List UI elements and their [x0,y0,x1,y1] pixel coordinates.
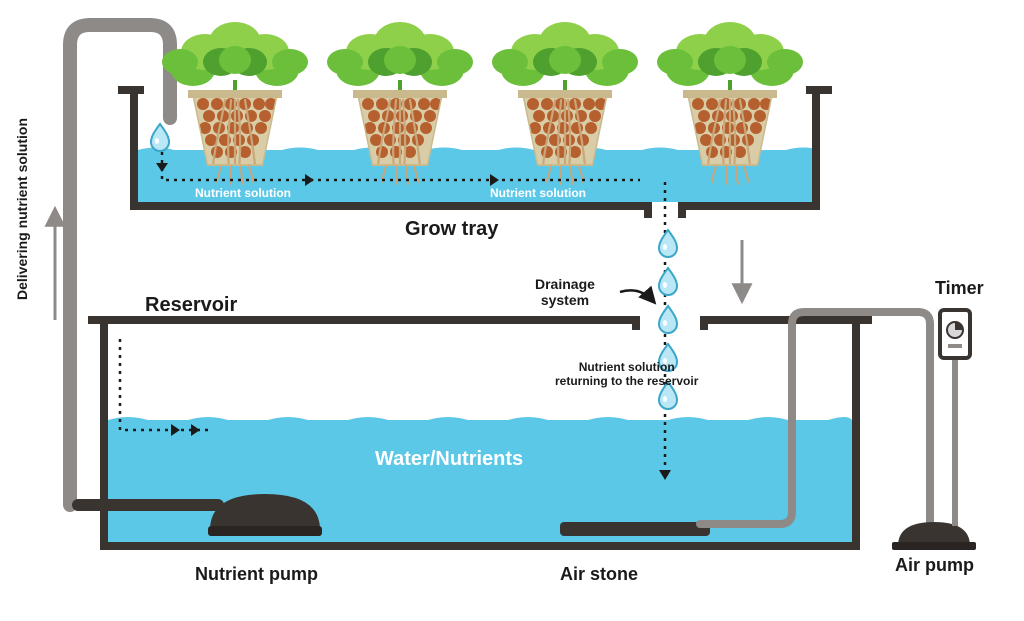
label-nutrient-solution-right: Nutrient solution [490,186,586,200]
timer [940,310,970,526]
reservoir [88,316,872,550]
air-stone [560,522,710,536]
label-timer: Timer [935,278,984,299]
hydroponics-diagram: { "type": "infographic", "canvas": { "wi… [0,0,1024,621]
air-pump [892,522,976,550]
pump-flow [120,335,208,430]
label-air-stone: Air stone [560,564,638,585]
label-returning: Nutrient solution returning to the reser… [555,360,698,388]
label-drainage-system: Drainage system [535,276,595,308]
label-air-pump: Air pump [895,555,974,576]
label-water-nutrients: Water/Nutrients [375,448,523,471]
label-nutrient-solution-left: Nutrient solution [195,186,291,200]
label-reservoir: Reservoir [145,294,237,317]
drainage-arrow-icon [620,290,654,302]
label-grow-tray: Grow tray [405,218,498,241]
label-delivering: Delivering nutrient solution [14,118,30,300]
drop-icon [151,124,169,151]
label-nutrient-pump: Nutrient pump [195,564,318,585]
